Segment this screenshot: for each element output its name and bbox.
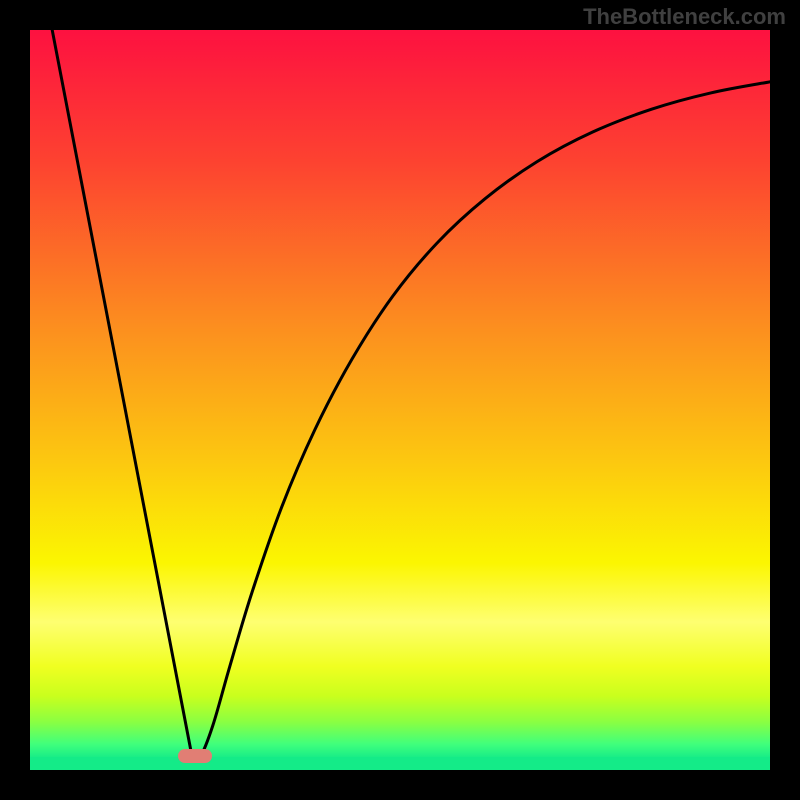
curve-path xyxy=(52,30,770,759)
plot-area xyxy=(30,30,770,770)
notch-marker xyxy=(178,749,211,763)
watermark-text: TheBottleneck.com xyxy=(583,4,786,30)
chart-container: TheBottleneck.com xyxy=(0,0,800,800)
curve-svg xyxy=(30,30,770,770)
